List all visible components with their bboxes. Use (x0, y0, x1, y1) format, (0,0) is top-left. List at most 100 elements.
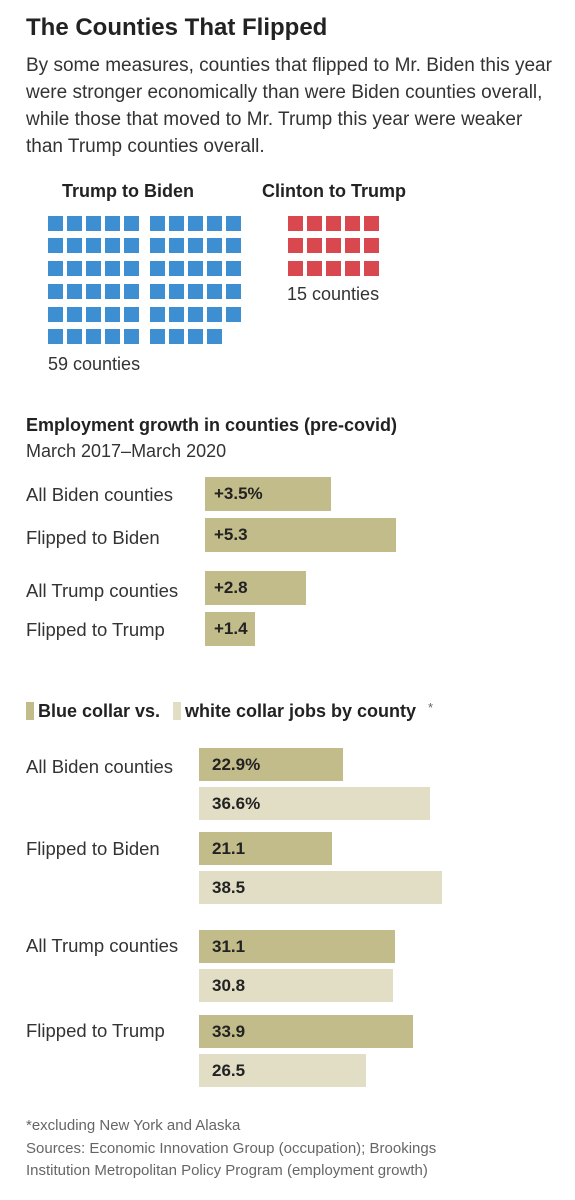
waffle-square-trump-to-biden (207, 329, 222, 344)
waffle-square-trump-to-biden (67, 329, 82, 344)
waffle-square-trump-to-biden (188, 284, 203, 299)
employment-bar (205, 571, 306, 605)
waffle-square-trump-to-biden (169, 238, 184, 253)
waffle-square-trump-to-biden (48, 238, 63, 253)
waffle-square-trump-to-biden (207, 307, 222, 322)
employment-bar-label: +3.5% (214, 484, 263, 503)
sources-line-1: Sources: Economic Innovation Group (occu… (26, 1140, 437, 1157)
waffle-square-trump-to-biden (105, 238, 120, 253)
waffle-square-clinton-to-trump (364, 216, 379, 231)
waffle-square-trump-to-biden (105, 261, 120, 276)
waffle-square-trump-to-biden (48, 329, 63, 344)
waffle-square-trump-to-biden (124, 261, 139, 276)
waffle-square-trump-to-biden (188, 261, 203, 276)
waffle-square-trump-to-biden (48, 261, 63, 276)
waffle-square-trump-to-biden (188, 216, 203, 231)
legend-white-collar: white collar jobs by county (185, 701, 417, 721)
footnote: *excluding New York and Alaska (26, 1117, 241, 1134)
waffle-square-trump-to-biden (124, 307, 139, 322)
employment-bar-label: +5.3 (214, 525, 248, 544)
white-collar-bar-label: 36.6% (212, 794, 261, 813)
waffle-square-trump-to-biden (150, 307, 165, 322)
legend-swatch-white-collar (173, 702, 181, 720)
employment-bar (205, 477, 331, 511)
waffle-square-trump-to-biden (207, 284, 222, 299)
legend-swatch-blue-collar (26, 702, 34, 720)
blue-collar-bar (199, 832, 332, 865)
employment-subtitle: March 2017–March 2020 (26, 441, 227, 461)
waffle-square-trump-to-biden (86, 307, 101, 322)
waffle-square-clinton-to-trump (288, 238, 303, 253)
waffle-square-trump-to-biden (207, 216, 222, 231)
waffle-square-trump-to-biden (67, 216, 82, 231)
blue-collar-bar (199, 1015, 413, 1048)
waffle-square-trump-to-biden (48, 216, 63, 231)
emp-label-flipped-trump: Flipped to Trump (26, 619, 165, 640)
waffle-square-clinton-to-trump (326, 238, 341, 253)
waffle-square-trump-to-biden (226, 307, 241, 322)
waffle-square-trump-to-biden (169, 329, 184, 344)
waffle-square-clinton-to-trump (288, 216, 303, 231)
white-collar-bar-label: 38.5 (212, 878, 246, 897)
white-collar-bar (199, 1054, 366, 1087)
waffle-square-trump-to-biden (124, 216, 139, 231)
waffle-square-trump-to-biden (169, 307, 184, 322)
waffle-square-trump-to-biden (169, 216, 184, 231)
waffle-square-trump-to-biden (150, 261, 165, 276)
waffle-square-clinton-to-trump (288, 261, 303, 276)
blue-collar-bar-label: 33.9 (212, 1022, 246, 1041)
waffle-square-trump-to-biden (67, 284, 82, 299)
waffle-square-trump-to-biden (48, 307, 63, 322)
employment-bar-label: +1.4 (214, 619, 248, 638)
waffle-square-clinton-to-trump (326, 216, 341, 231)
waffle-square-clinton-to-trump (345, 216, 360, 231)
legend-blue-collar: Blue collar vs. (38, 701, 161, 721)
employment-bar (205, 612, 256, 646)
waffle-square-trump-to-biden (207, 238, 222, 253)
white-collar-bar (199, 969, 394, 1002)
waffle-square-trump-to-biden (150, 329, 165, 344)
waffle-count-clinton-to-trump: 15 counties (287, 284, 380, 304)
collar-label-all-trump: All Trump counties (26, 935, 179, 956)
waffle-square-trump-to-biden (86, 216, 101, 231)
blue-collar-bar (199, 748, 344, 781)
collar-label-all-biden: All Biden counties (26, 756, 174, 777)
waffle-label-trump-to-biden: Trump to Biden (62, 181, 194, 201)
waffle-square-trump-to-biden (105, 284, 120, 299)
waffle-square-trump-to-biden (207, 261, 222, 276)
waffle-label-clinton-to-trump: Clinton to Trump (262, 181, 406, 201)
waffle-square-trump-to-biden (86, 261, 101, 276)
waffle-square-trump-to-biden (67, 307, 82, 322)
chart-subtitle: By some measures, counties that flipped … (26, 55, 552, 157)
chart-title: The Counties That Flipped (26, 14, 328, 41)
blue-collar-bar-label: 22.9% (212, 755, 261, 774)
legend-asterisk: * (428, 700, 434, 715)
waffle-square-trump-to-biden (150, 284, 165, 299)
waffle-square-trump-to-biden (169, 261, 184, 276)
waffle-square-trump-to-biden (226, 261, 241, 276)
waffle-square-trump-to-biden (105, 216, 120, 231)
waffle-square-clinton-to-trump (307, 216, 322, 231)
waffle-square-trump-to-biden (188, 329, 203, 344)
employment-bar-label: +2.8 (214, 578, 248, 597)
waffle-square-trump-to-biden (188, 307, 203, 322)
waffle-square-trump-to-biden (124, 284, 139, 299)
waffle-square-clinton-to-trump (307, 261, 322, 276)
waffle-square-trump-to-biden (86, 238, 101, 253)
waffle-count-trump-to-biden: 59 counties (48, 354, 141, 374)
collar-label-flipped-trump: Flipped to Trump (26, 1020, 165, 1041)
employment-title: Employment growth in counties (pre-covid… (26, 415, 398, 435)
waffle-square-clinton-to-trump (345, 238, 360, 253)
waffle-square-clinton-to-trump (364, 261, 379, 276)
collar-label-flipped-biden: Flipped to Biden (26, 838, 160, 859)
waffle-square-trump-to-biden (86, 329, 101, 344)
emp-label-all-trump: All Trump counties (26, 580, 179, 601)
waffle-square-trump-to-biden (105, 307, 120, 322)
waffle-square-trump-to-biden (86, 284, 101, 299)
waffle-square-trump-to-biden (226, 284, 241, 299)
waffle-square-clinton-to-trump (345, 261, 360, 276)
waffle-square-clinton-to-trump (307, 238, 322, 253)
waffle-square-trump-to-biden (105, 329, 120, 344)
waffle-square-trump-to-biden (226, 216, 241, 231)
waffle-square-trump-to-biden (169, 284, 184, 299)
